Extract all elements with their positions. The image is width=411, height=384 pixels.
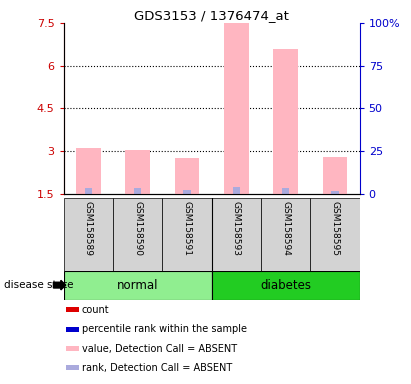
Bar [282,188,289,194]
Bar [162,198,212,271]
Bar [85,188,92,194]
Bar [212,271,360,300]
Bar [331,190,339,194]
Bar [212,198,261,271]
Bar [64,198,113,271]
Text: GSM158590: GSM158590 [133,202,142,257]
Bar [233,187,240,194]
Text: GSM158594: GSM158594 [281,202,290,256]
Bar [224,23,249,194]
Bar [175,158,199,194]
Text: percentile rank within the sample: percentile rank within the sample [82,324,247,334]
Bar [66,366,79,371]
Title: GDS3153 / 1376474_at: GDS3153 / 1376474_at [134,9,289,22]
Bar [76,148,101,194]
Bar [64,271,212,300]
Text: disease state: disease state [4,280,74,290]
Text: GSM158591: GSM158591 [182,202,192,257]
Text: normal: normal [117,279,158,291]
Bar [125,150,150,194]
Text: diabetes: diabetes [260,279,311,291]
Bar [66,307,79,312]
Bar [310,198,360,271]
Text: GSM158595: GSM158595 [330,202,339,257]
Text: GSM158589: GSM158589 [84,202,93,257]
Text: count: count [82,305,109,314]
Text: rank, Detection Call = ABSENT: rank, Detection Call = ABSENT [82,363,232,373]
Bar [66,346,79,351]
Bar [113,198,162,271]
Bar [183,190,191,194]
Bar [66,326,79,332]
Bar [261,198,310,271]
Bar [134,188,141,194]
Text: value, Detection Call = ABSENT: value, Detection Call = ABSENT [82,344,237,354]
Text: GSM158593: GSM158593 [232,202,241,257]
Bar [323,157,347,194]
Bar [273,49,298,194]
